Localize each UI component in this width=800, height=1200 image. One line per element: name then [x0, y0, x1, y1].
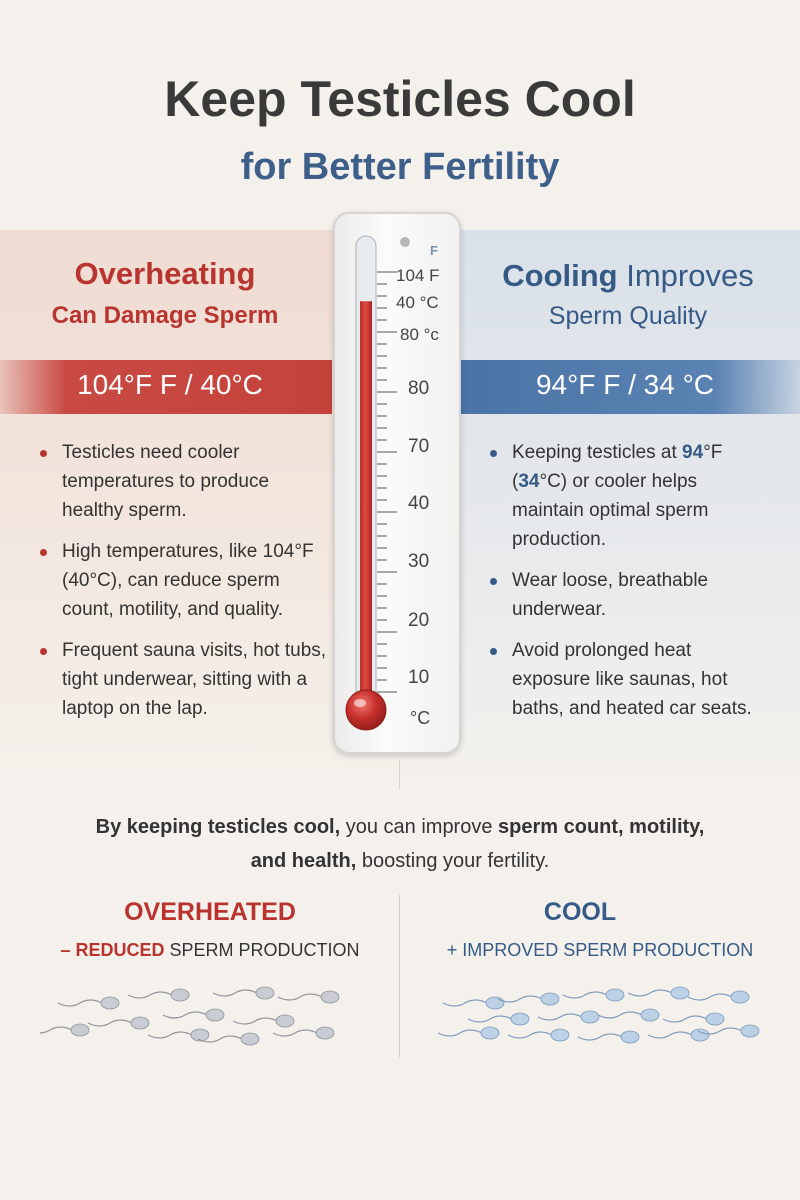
highlight-fahrenheit: 94 [682, 442, 704, 463]
sperm-icon [127, 988, 190, 1002]
thermometer-bulb [345, 689, 387, 731]
sperm-icon [577, 1030, 640, 1044]
list-item: Wear loose, breathable underwear. [488, 566, 768, 624]
cooling-heading-rest: Improves [617, 258, 754, 293]
highlight-celsius: 34 [518, 471, 540, 492]
tick-label: 20 [408, 610, 430, 631]
sperm-icon [232, 1014, 295, 1028]
sperm-icon [597, 1008, 660, 1022]
sperm-icon [537, 1010, 600, 1024]
overheated-subtitle: – REDUCED SPERM PRODUCTION [20, 940, 400, 961]
overheating-heading: Overheating [74, 256, 256, 291]
tick-label: 80 °c [400, 325, 439, 344]
conclusion-bold: By keeping testicles cool, [95, 816, 341, 838]
sperm-illustration-dense [437, 986, 760, 1044]
sperm-icon [562, 988, 625, 1002]
bullet-text: °F ( [512, 442, 723, 492]
thermometer-knob [400, 237, 410, 247]
right-panel-background [400, 230, 800, 790]
cooling-subheading: Sperm Quality [548, 302, 708, 330]
sperm-icon [272, 1026, 335, 1040]
hot-temperature-label: 104°F F / 40°C [77, 369, 263, 400]
overheating-subheading: Can Damage Sperm [51, 302, 279, 329]
sperm-icon [627, 986, 690, 1000]
sperm-icon [162, 1008, 225, 1022]
sperm-icon [507, 1028, 570, 1042]
subtitle-emphasis: Fertility [422, 146, 560, 188]
tick-label: 10 [408, 667, 430, 688]
sperm-icon [662, 1012, 725, 1026]
sperm-icon [687, 990, 750, 1004]
conclusion-plain: boosting your fertility. [356, 850, 550, 872]
cooling-heading-bold: Cooling [502, 258, 618, 293]
scale-ticks [377, 271, 397, 693]
thermometer-card [333, 212, 461, 754]
bullet-text: °C) or cooler helps maintain optimal spe… [512, 471, 709, 550]
sperm-icon [437, 1026, 500, 1040]
sperm-icon [497, 992, 560, 1006]
cool-subtitle: + IMPROVED SPERM PRODUCTION [446, 940, 754, 960]
page-title: Keep Testicles Cool [164, 71, 636, 127]
cool-temperature-banner [460, 360, 800, 414]
sperm-icon [57, 996, 120, 1010]
sperm-icon [40, 1023, 90, 1037]
sperm-icon [87, 1016, 150, 1030]
sperm-icon [212, 986, 275, 1000]
list-item: Frequent sauna visits, hot tubs, tight u… [38, 636, 328, 723]
reduced-rest: SPERM PRODUCTION [164, 940, 360, 960]
list-item: Keeping testicles at 94°F (34°C) or cool… [488, 438, 768, 554]
cool-temperature-label: 94°F F / 34 °C [535, 369, 714, 400]
sperm-icon [647, 1028, 710, 1042]
tick-label: 104 F [396, 266, 440, 285]
conclusion-bold: sperm count, motility, [498, 816, 705, 838]
cooling-heading: Cooling Improves [468, 258, 788, 294]
sperm-icon [147, 1028, 210, 1042]
conclusion-plain: you can improve [340, 816, 499, 838]
sperm-icon [442, 996, 505, 1010]
tick-label: 30 [408, 551, 430, 572]
tick-label: 80 [408, 378, 430, 399]
panel-divider [399, 760, 400, 790]
cooling-bullet-list: Keeping testicles at 94°F (34°C) or cool… [488, 438, 768, 735]
thermometer-unit-bottom: °C [410, 708, 431, 728]
subtitle-prefix: for Better [240, 146, 423, 188]
sperm-illustration-sparse [40, 986, 340, 1046]
tick-label: 40 [408, 493, 430, 514]
comparison-divider [399, 895, 400, 1057]
thermometer-graphic [345, 235, 410, 731]
tick-label: 40 °C [396, 293, 439, 312]
list-item: Testicles need cooler temperatures to pr… [38, 438, 328, 525]
sperm-icon [277, 990, 340, 1004]
thermometer-unit-top: F [430, 243, 438, 258]
conclusion-bold: and health, [250, 850, 357, 872]
sperm-icon [197, 1032, 260, 1046]
bullet-text: Keeping testicles at [512, 442, 683, 463]
reduced-label: – REDUCED [60, 940, 165, 960]
sperm-icon [697, 1024, 760, 1038]
sperm-icon [467, 1012, 530, 1026]
page-subtitle: for Better Fertility [0, 146, 800, 189]
mercury-column [360, 301, 372, 698]
list-item: Avoid prolonged heat exposure like sauna… [488, 636, 768, 723]
overheating-bullet-list: Testicles need cooler temperatures to pr… [38, 438, 328, 735]
list-item: High temperatures, like 104°F (40°C), ca… [38, 537, 328, 624]
hot-temperature-banner [0, 360, 332, 414]
cool-title: COOL [543, 898, 617, 926]
overheated-title: OVERHEATED [124, 898, 296, 926]
tick-label: 70 [408, 436, 430, 457]
bulb-highlight [354, 699, 366, 707]
conclusion-text: By keeping testicles cool, you can impro… [30, 810, 770, 878]
